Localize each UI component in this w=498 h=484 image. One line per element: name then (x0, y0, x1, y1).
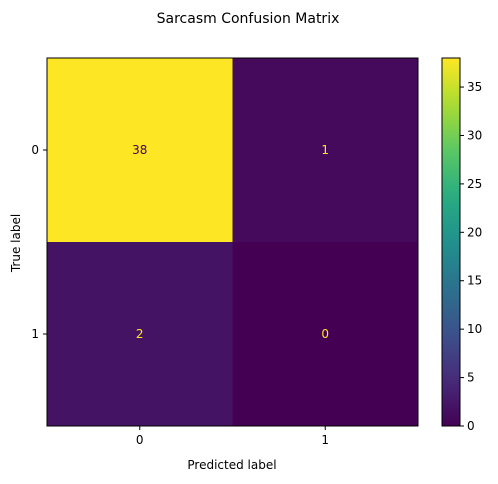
colorbar-tick-label: 15 (467, 274, 482, 288)
y-tick-label: 0 (31, 143, 39, 157)
chart-title: Sarcasm Confusion Matrix (157, 11, 340, 27)
heatmap-cell (47, 58, 233, 243)
heatmap-cell (232, 58, 419, 243)
cell-value-label: 38 (132, 143, 147, 157)
colorbar-tick-label: 30 (467, 128, 482, 142)
y-tick-label: 1 (31, 327, 39, 341)
plot-frame (46, 57, 419, 427)
y-axis-label: True label (9, 214, 23, 273)
heatmap-cell (47, 242, 233, 427)
x-tick-label: 1 (321, 433, 329, 447)
y-axis: 01 (31, 143, 47, 341)
colorbar: 0 5 10 15 20 25 30 35 (441, 57, 482, 433)
colorbar-tick-label: 25 (467, 177, 482, 191)
colorbar-tick-label: 5 (467, 371, 475, 385)
colorbar-tick-label: 20 (467, 225, 482, 239)
cell-value-label: 1 (321, 143, 329, 157)
colorbar-gradient (441, 57, 461, 427)
cell-value-label: 0 (321, 327, 329, 341)
colorbar-tick-label: 10 (467, 322, 482, 336)
heatmap: 38 1 2 0 (46, 57, 419, 427)
x-tick-label: 0 (136, 433, 144, 447)
colorbar-tick-label: 0 (467, 419, 475, 433)
cell-value-label: 2 (136, 327, 144, 341)
heatmap-cell (232, 242, 419, 427)
x-axis-label: Predicted label (187, 458, 276, 472)
colorbar-tick-label: 35 (467, 80, 482, 94)
